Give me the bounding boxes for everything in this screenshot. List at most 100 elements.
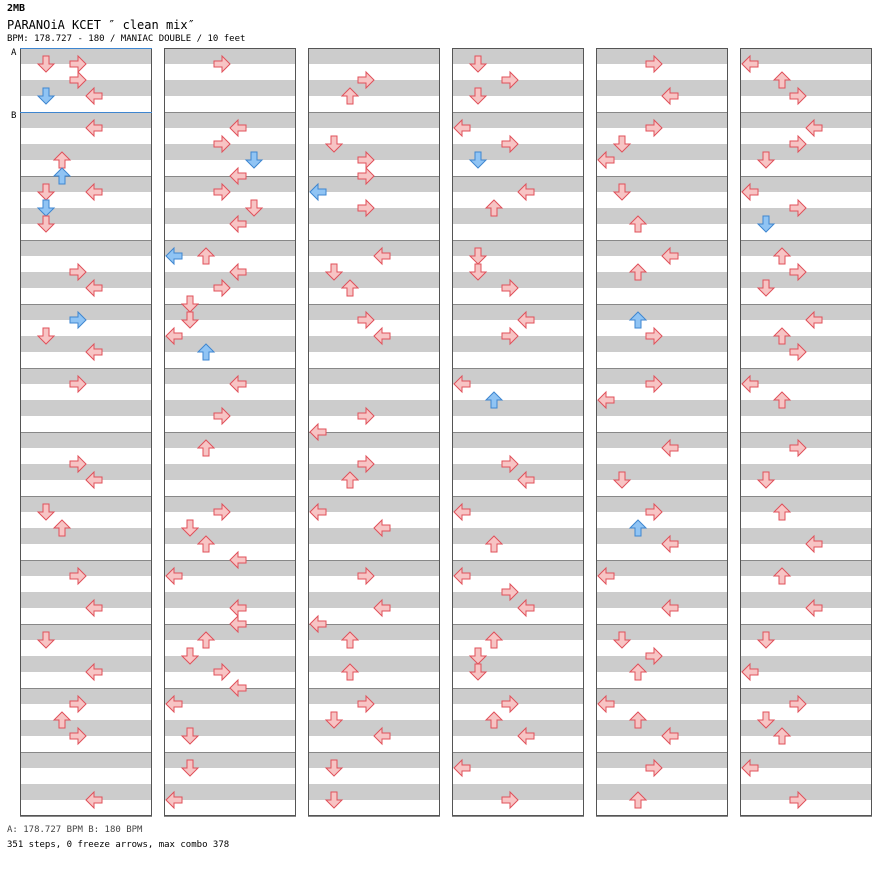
beat-stripe [452, 272, 584, 288]
step-arrow [324, 711, 344, 729]
beat-stripe [164, 80, 296, 96]
step-arrow [69, 454, 87, 474]
step-arrow [357, 198, 375, 218]
beat-stripe [452, 592, 584, 608]
beat-stripe [740, 208, 872, 224]
step-arrow [324, 263, 344, 281]
step-arrow [645, 54, 663, 74]
step-arrow [180, 759, 200, 777]
beat-stripe [596, 720, 728, 736]
beat-stripe [740, 656, 872, 672]
beat-stripe [740, 400, 872, 416]
beat-stripe [740, 144, 872, 160]
step-arrow [165, 326, 183, 346]
step-arrow [85, 598, 103, 618]
beat-stripe [308, 80, 440, 96]
step-arrow [36, 55, 56, 73]
beat-stripe [20, 80, 152, 96]
beat-stripe [308, 400, 440, 416]
step-arrow [453, 374, 471, 394]
step-arrow [213, 502, 231, 522]
step-arrow [468, 263, 488, 281]
beat-stripe [308, 464, 440, 480]
step-arrow [772, 391, 792, 409]
beat-stripe [452, 400, 584, 416]
beat-stripe [20, 48, 152, 64]
song-title: PARANOiA KCET ″ clean mix″ [7, 18, 195, 32]
step-arrow [789, 86, 807, 106]
beat-stripe [308, 240, 440, 256]
step-arrow [229, 166, 247, 186]
beat-stripe [20, 272, 152, 288]
beat-stripe [20, 752, 152, 768]
step-arrow [597, 694, 615, 714]
beat-stripe [452, 720, 584, 736]
step-arrow [453, 758, 471, 778]
beat-stripe [308, 144, 440, 160]
step-arrow [229, 550, 247, 570]
step-arrow [85, 662, 103, 682]
bpm-marker-b: B [11, 111, 17, 121]
beat-stripe [20, 464, 152, 480]
step-arrow [373, 326, 391, 346]
step-arrow [789, 790, 807, 810]
step-arrow [213, 278, 231, 298]
beat-stripe [452, 208, 584, 224]
step-arrow [229, 374, 247, 394]
beat-stripe [164, 720, 296, 736]
step-arrow [628, 215, 648, 233]
beat-stripe [596, 48, 728, 64]
site-logo: 2MB [7, 3, 26, 14]
beat-stripe [452, 112, 584, 128]
step-arrow [324, 759, 344, 777]
step-arrow [772, 727, 792, 745]
step-arrow [789, 134, 807, 154]
step-arrow [661, 86, 679, 106]
step-arrow [645, 646, 663, 666]
beat-stripe [596, 464, 728, 480]
step-arrow [69, 54, 87, 74]
step-arrow [741, 758, 759, 778]
beat-stripe [452, 496, 584, 512]
step-arrow [85, 182, 103, 202]
step-arrow [180, 311, 200, 329]
step-arrow [180, 295, 200, 313]
step-arrow [484, 199, 504, 217]
beat-stripe [740, 368, 872, 384]
step-arrow [772, 327, 792, 345]
beat-stripe [20, 528, 152, 544]
step-arrow [36, 183, 56, 201]
step-arrow [196, 343, 216, 361]
step-arrow [756, 151, 776, 169]
chart-column [164, 48, 296, 817]
step-arrow [229, 678, 247, 698]
step-arrow [741, 374, 759, 394]
step-arrow [468, 55, 488, 73]
beat-stripe [20, 304, 152, 320]
step-arrow [484, 391, 504, 409]
step-arrow [340, 87, 360, 105]
beat-stripe [596, 272, 728, 288]
beat-stripe [452, 624, 584, 640]
step-arrow [69, 694, 87, 714]
step-arrow [69, 70, 87, 90]
step-arrow [468, 87, 488, 105]
step-arrow [36, 631, 56, 649]
beat-stripe [164, 784, 296, 800]
step-arrow [196, 439, 216, 457]
beat-stripe [20, 368, 152, 384]
beat-stripe [740, 80, 872, 96]
chart-column [308, 48, 440, 817]
beat-stripe [308, 752, 440, 768]
step-arrow [612, 135, 632, 153]
beat-stripe [164, 176, 296, 192]
beat-stripe [20, 784, 152, 800]
beat-stripe [452, 688, 584, 704]
step-arrow [357, 166, 375, 186]
column-border [308, 48, 440, 816]
chart-info: BPM: 178.727 - 180 / MANIAC DOUBLE / 10 … [7, 34, 246, 44]
step-arrow [69, 262, 87, 282]
step-arrow [597, 150, 615, 170]
step-arrow [357, 454, 375, 474]
step-arrow [501, 582, 519, 602]
